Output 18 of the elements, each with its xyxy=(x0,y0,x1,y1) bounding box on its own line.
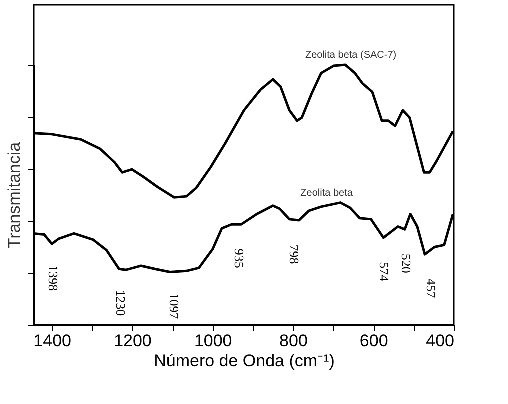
annotation: 457 xyxy=(424,278,440,299)
series-label: Zeolita beta (SAC-7) xyxy=(305,50,397,61)
x-tick-label: 800 xyxy=(280,332,308,350)
annotation: 798 xyxy=(287,244,302,264)
x-tick-label: 1200 xyxy=(114,332,152,350)
annotation: 1097 xyxy=(166,293,182,320)
x-axis-title: Número de Onda (cm⁻¹) xyxy=(154,352,335,370)
annotation: 1398 xyxy=(46,265,61,292)
series-label: Zeolita beta xyxy=(300,188,354,199)
annotation: 1230 xyxy=(113,290,128,316)
x-tick-label: 600 xyxy=(360,332,388,350)
annotation: 520 xyxy=(398,254,414,274)
annotation: 574 xyxy=(377,262,392,282)
y-axis-title: Transmitancia xyxy=(5,142,24,249)
x-tick-label: 1400 xyxy=(34,332,72,350)
x-tick-label: 1000 xyxy=(194,332,232,350)
annotation: 935 xyxy=(232,248,247,268)
x-tick-label: 400 xyxy=(426,332,454,350)
